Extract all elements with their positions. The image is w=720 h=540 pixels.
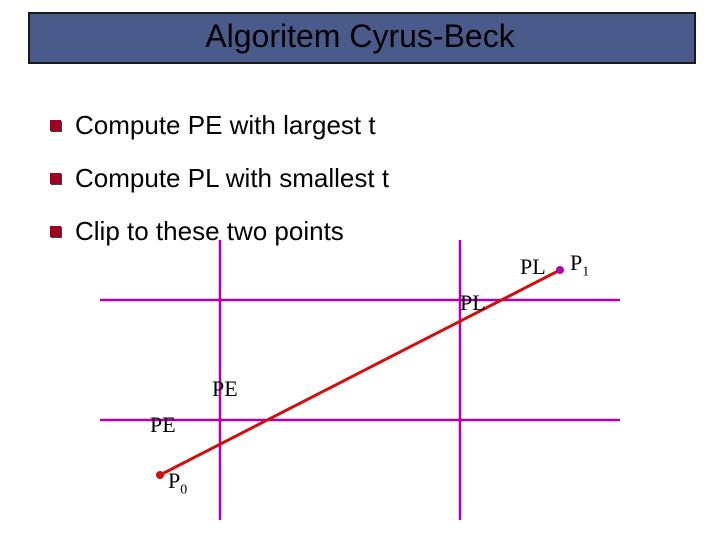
bullet-text: Compute PL with smallest t — [75, 163, 389, 194]
bullet-icon — [50, 120, 61, 131]
slide-title: Algoritem Cyrus-Beck — [0, 18, 720, 55]
label-pl-right: PL — [520, 254, 546, 280]
label-p1: P1 — [570, 250, 589, 280]
slide: { "title": "Algoritem Cyrus-Beck", "bull… — [0, 0, 720, 540]
point-p0 — [156, 471, 164, 479]
bullet-item: Compute PE with largest t — [50, 110, 389, 141]
bullet-icon — [50, 173, 61, 184]
bullet-item: Compute PL with smallest t — [50, 163, 389, 194]
label-pl-below: PL — [460, 290, 486, 316]
label-pe-above: PE — [212, 376, 238, 402]
bullet-icon — [50, 226, 61, 237]
clip-diagram: P0 P1 PE PE PL PL — [120, 260, 620, 520]
point-p1 — [556, 266, 564, 274]
label-pe-below: PE — [150, 412, 176, 438]
bullet-text: Clip to these two points — [75, 216, 344, 247]
label-p0: P0 — [168, 468, 187, 498]
diagram-svg — [120, 260, 620, 520]
bullet-text: Compute PE with largest t — [75, 110, 376, 141]
